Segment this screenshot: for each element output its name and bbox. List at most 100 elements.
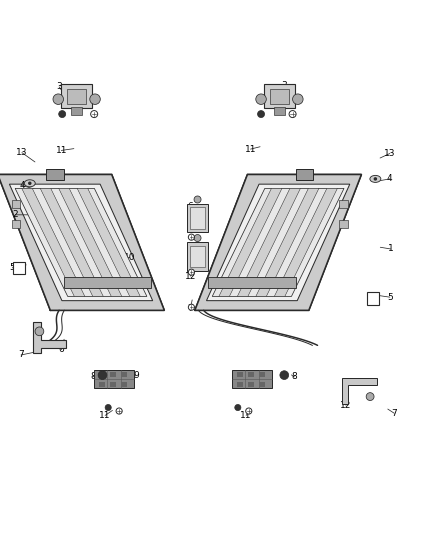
Bar xyxy=(110,372,116,376)
Bar xyxy=(296,169,313,180)
Text: 13: 13 xyxy=(16,148,28,157)
Ellipse shape xyxy=(25,180,35,187)
Polygon shape xyxy=(33,322,66,353)
Text: 12: 12 xyxy=(340,401,352,410)
Circle shape xyxy=(28,182,32,185)
Circle shape xyxy=(246,408,252,414)
Circle shape xyxy=(188,304,194,310)
Text: 11: 11 xyxy=(99,411,111,420)
Polygon shape xyxy=(219,188,282,296)
Polygon shape xyxy=(64,278,151,288)
Polygon shape xyxy=(0,174,164,310)
Bar xyxy=(71,107,82,115)
Bar xyxy=(110,383,116,387)
Circle shape xyxy=(366,393,374,400)
Circle shape xyxy=(188,269,194,275)
Bar xyxy=(259,383,265,387)
Bar xyxy=(248,383,254,387)
Text: 2: 2 xyxy=(13,211,18,219)
Text: 3: 3 xyxy=(281,81,287,90)
Bar xyxy=(13,262,25,274)
Bar xyxy=(11,220,20,228)
Bar xyxy=(232,370,272,388)
Text: 4: 4 xyxy=(387,174,392,183)
Polygon shape xyxy=(15,188,147,296)
Text: 1: 1 xyxy=(388,245,394,254)
Bar xyxy=(46,169,64,180)
Polygon shape xyxy=(9,184,153,301)
Circle shape xyxy=(98,371,107,379)
Bar xyxy=(237,383,243,387)
Circle shape xyxy=(91,110,98,118)
Text: 9: 9 xyxy=(133,372,139,381)
Text: 11: 11 xyxy=(240,411,252,420)
Polygon shape xyxy=(212,188,344,296)
Bar xyxy=(190,207,205,229)
Circle shape xyxy=(90,94,100,104)
Polygon shape xyxy=(256,188,319,296)
Circle shape xyxy=(194,235,201,241)
Bar xyxy=(190,246,205,268)
Circle shape xyxy=(194,196,201,203)
Bar xyxy=(121,383,127,387)
Bar xyxy=(339,220,348,228)
Polygon shape xyxy=(22,188,85,296)
Text: 5: 5 xyxy=(9,263,15,272)
Polygon shape xyxy=(274,188,337,296)
Bar xyxy=(367,292,379,304)
Bar xyxy=(99,383,105,387)
Polygon shape xyxy=(40,188,103,296)
Circle shape xyxy=(59,110,66,118)
Text: 3: 3 xyxy=(56,83,62,92)
Polygon shape xyxy=(59,188,122,296)
Circle shape xyxy=(35,327,44,336)
Text: 4: 4 xyxy=(19,181,25,190)
Circle shape xyxy=(374,177,377,181)
Text: 10: 10 xyxy=(124,253,135,262)
Bar xyxy=(61,84,92,108)
Polygon shape xyxy=(195,174,361,310)
Circle shape xyxy=(235,405,241,410)
Circle shape xyxy=(105,405,111,410)
Polygon shape xyxy=(77,188,140,296)
Text: 9: 9 xyxy=(233,373,240,382)
Bar xyxy=(270,89,289,104)
Text: 8: 8 xyxy=(291,373,297,382)
Text: 5: 5 xyxy=(387,293,393,302)
Text: 6: 6 xyxy=(187,201,194,211)
Bar xyxy=(187,243,208,271)
Polygon shape xyxy=(342,378,377,405)
Bar xyxy=(259,372,265,376)
Circle shape xyxy=(188,234,194,240)
Text: 8: 8 xyxy=(90,373,96,382)
Text: 11: 11 xyxy=(245,144,256,154)
Circle shape xyxy=(289,110,296,118)
Bar xyxy=(99,372,105,376)
Bar xyxy=(67,89,86,104)
Text: 11: 11 xyxy=(56,146,67,155)
Polygon shape xyxy=(208,278,296,288)
Bar xyxy=(237,372,243,376)
Bar xyxy=(248,372,254,376)
Bar xyxy=(274,107,285,115)
Polygon shape xyxy=(206,184,350,301)
Text: 6: 6 xyxy=(58,345,64,354)
Bar xyxy=(187,204,208,232)
Bar xyxy=(264,84,295,108)
Ellipse shape xyxy=(370,175,381,182)
Circle shape xyxy=(258,110,265,118)
Polygon shape xyxy=(237,188,300,296)
Bar xyxy=(94,370,134,388)
Text: 7: 7 xyxy=(18,351,24,359)
Text: 13: 13 xyxy=(384,149,396,158)
Text: 12: 12 xyxy=(185,272,196,281)
Circle shape xyxy=(280,371,289,379)
Circle shape xyxy=(293,94,303,104)
Circle shape xyxy=(256,94,266,104)
Text: 7: 7 xyxy=(391,409,397,418)
Circle shape xyxy=(116,408,122,414)
Bar xyxy=(339,200,348,208)
Bar xyxy=(11,200,20,208)
Bar xyxy=(121,372,127,376)
Circle shape xyxy=(53,94,64,104)
